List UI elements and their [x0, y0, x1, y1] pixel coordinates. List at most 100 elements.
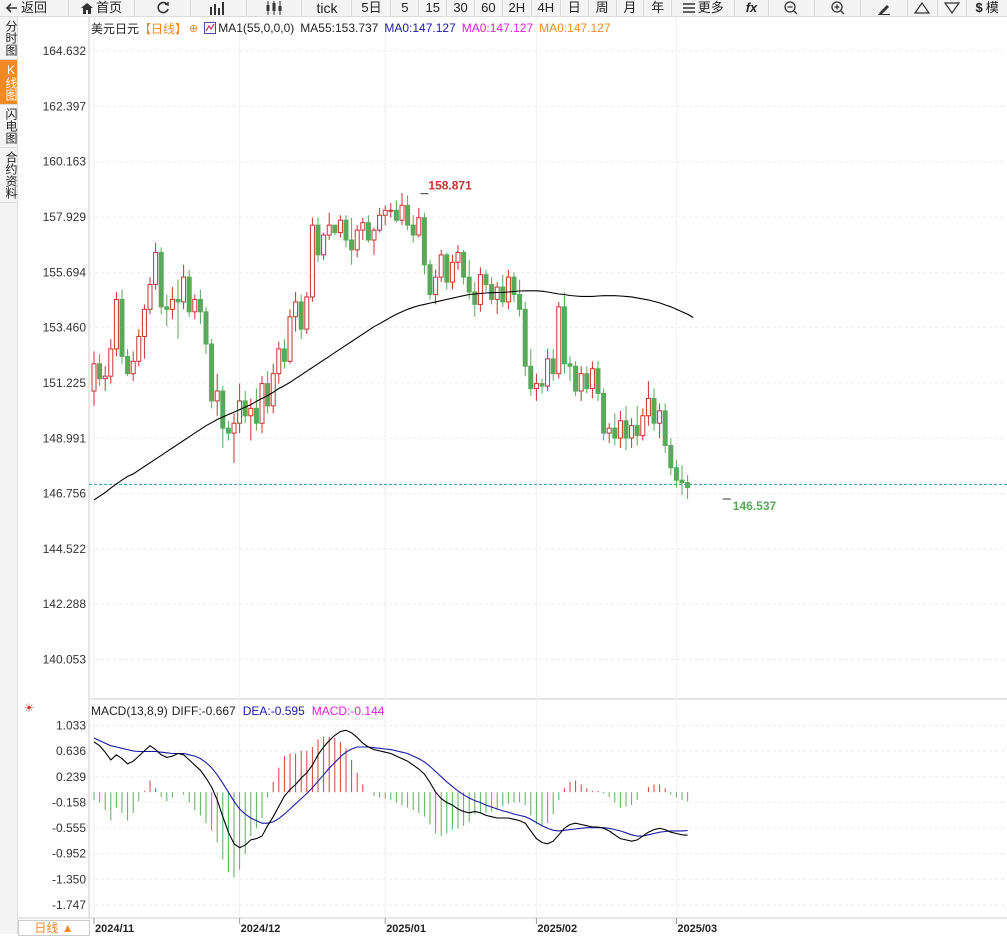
candle-body: [164, 306, 170, 310]
back-arrow-icon: [6, 3, 17, 13]
triangle-down-icon: [943, 2, 960, 14]
zoom-in-button[interactable]: [815, 0, 862, 16]
candle-body: [315, 224, 321, 256]
more-label: 更多: [697, 0, 724, 15]
x-tick-label: 2025/03: [677, 923, 717, 934]
refresh-button[interactable]: [135, 0, 192, 16]
sidebar-item-flash[interactable]: 闪电图: [0, 105, 18, 148]
candle-body: [449, 261, 455, 283]
candle-body: [147, 284, 153, 310]
candlestick-icon: [266, 1, 282, 15]
candle-body: [175, 298, 181, 303]
period-label: 30: [453, 0, 468, 15]
sidebar-item-timeshare[interactable]: 分时图: [0, 17, 18, 60]
home-button[interactable]: 首页: [69, 0, 136, 16]
ma55-line: [93, 290, 694, 501]
period-2h[interactable]: 2H: [503, 0, 532, 16]
x-tick-label: 2025/02: [537, 923, 577, 934]
model-button[interactable]: $ 模: [967, 0, 1007, 16]
ma0-value-magenta: MA0:147.127: [461, 21, 534, 35]
candle-body: [382, 209, 388, 216]
candle-body: [248, 407, 254, 417]
candle-body: [169, 298, 175, 310]
candle-body: [477, 274, 483, 305]
candle-body: [494, 286, 500, 300]
candle-body: [517, 293, 523, 310]
candle-body: [136, 336, 142, 362]
candle-body: [433, 276, 439, 295]
candle-body: [130, 360, 136, 375]
candle-body: [293, 301, 299, 318]
period-month[interactable]: 月: [617, 0, 645, 16]
candle-body: [371, 229, 377, 241]
candle-body: [181, 276, 187, 303]
candle-body: [662, 410, 668, 446]
candle-body: [321, 234, 327, 256]
candle-body: [97, 363, 103, 380]
candle-body: [304, 296, 310, 330]
candle-body: [270, 373, 276, 407]
tick-label: tick: [316, 0, 338, 16]
price-legend: 美元日元 【日线】 ⊕ MA1(55,0,0,0) MA55:153.737 M…: [91, 19, 617, 37]
high-value-label: 158.871: [428, 179, 472, 193]
sidebar: 分时图 K线图 闪电图 合约资料: [0, 17, 18, 934]
period-label: 4H: [537, 0, 555, 15]
candle-body: [197, 298, 203, 313]
period-year[interactable]: 年: [644, 0, 673, 16]
candle-body: [472, 291, 478, 305]
macd-y-tick-label: 0.636: [56, 744, 86, 758]
candle-body: [550, 358, 556, 375]
period-day[interactable]: 日: [561, 0, 589, 16]
home-label: 首页: [96, 0, 123, 15]
candle-body: [533, 383, 539, 390]
formula-button[interactable]: fx: [735, 0, 769, 16]
candle-body: [298, 301, 304, 330]
sidebar-item-contract-info[interactable]: 合约资料: [0, 148, 18, 203]
model-label: 模: [985, 0, 999, 15]
candle-body: [421, 217, 427, 266]
home-icon: [81, 2, 94, 14]
period-60m[interactable]: 60: [475, 0, 503, 16]
candle-body: [561, 306, 567, 365]
candlestick-button[interactable]: [247, 0, 303, 16]
candle-body: [337, 219, 343, 234]
candle-body: [438, 254, 444, 278]
candle-body: [416, 217, 422, 236]
tick-button[interactable]: tick: [302, 0, 353, 16]
period-label: 60: [481, 0, 496, 15]
triangle-down-button[interactable]: [938, 0, 968, 16]
triangle-up-icon: [914, 2, 931, 14]
draw-line-button[interactable]: [861, 0, 908, 16]
candle-body: [203, 311, 209, 345]
period-5d[interactable]: 5日: [352, 0, 392, 16]
period-5m[interactable]: 5: [391, 0, 420, 16]
period-label: 2H: [508, 0, 526, 15]
zoom-out-button[interactable]: [769, 0, 816, 16]
period-4h[interactable]: 4H: [532, 0, 561, 16]
candle-body: [242, 400, 248, 417]
zoom-in-icon: [831, 1, 845, 15]
bar-chart-icon: [210, 2, 225, 15]
candle-body: [617, 420, 623, 439]
period-15m[interactable]: 15: [419, 0, 448, 16]
more-button[interactable]: 更多: [672, 0, 736, 16]
period-30m[interactable]: 30: [447, 0, 475, 16]
candle-body: [427, 264, 433, 295]
period-week[interactable]: 周: [589, 0, 617, 16]
bar-chart-button[interactable]: [191, 0, 247, 16]
sidebar-item-kline[interactable]: K线图: [0, 60, 18, 105]
candle-body: [349, 239, 355, 251]
candle-body: [634, 425, 640, 437]
indicator-icon[interactable]: [204, 22, 217, 34]
last-value-label: 146.537: [733, 499, 777, 513]
settings-icon[interactable]: ⊕: [189, 22, 199, 35]
candle-body: [209, 343, 215, 402]
period-tag[interactable]: 【日线】: [139, 21, 188, 36]
macd-settings: MACD(13,8,9): [91, 704, 168, 718]
triangle-up-button[interactable]: [908, 0, 938, 16]
candle-body: [483, 274, 489, 286]
back-button[interactable]: 返回: [0, 0, 69, 16]
period-label: 日: [567, 0, 581, 15]
macd-legend: MACD(13,8,9) DIFF:-0.667 DEA:-0.595 MACD…: [91, 702, 391, 720]
